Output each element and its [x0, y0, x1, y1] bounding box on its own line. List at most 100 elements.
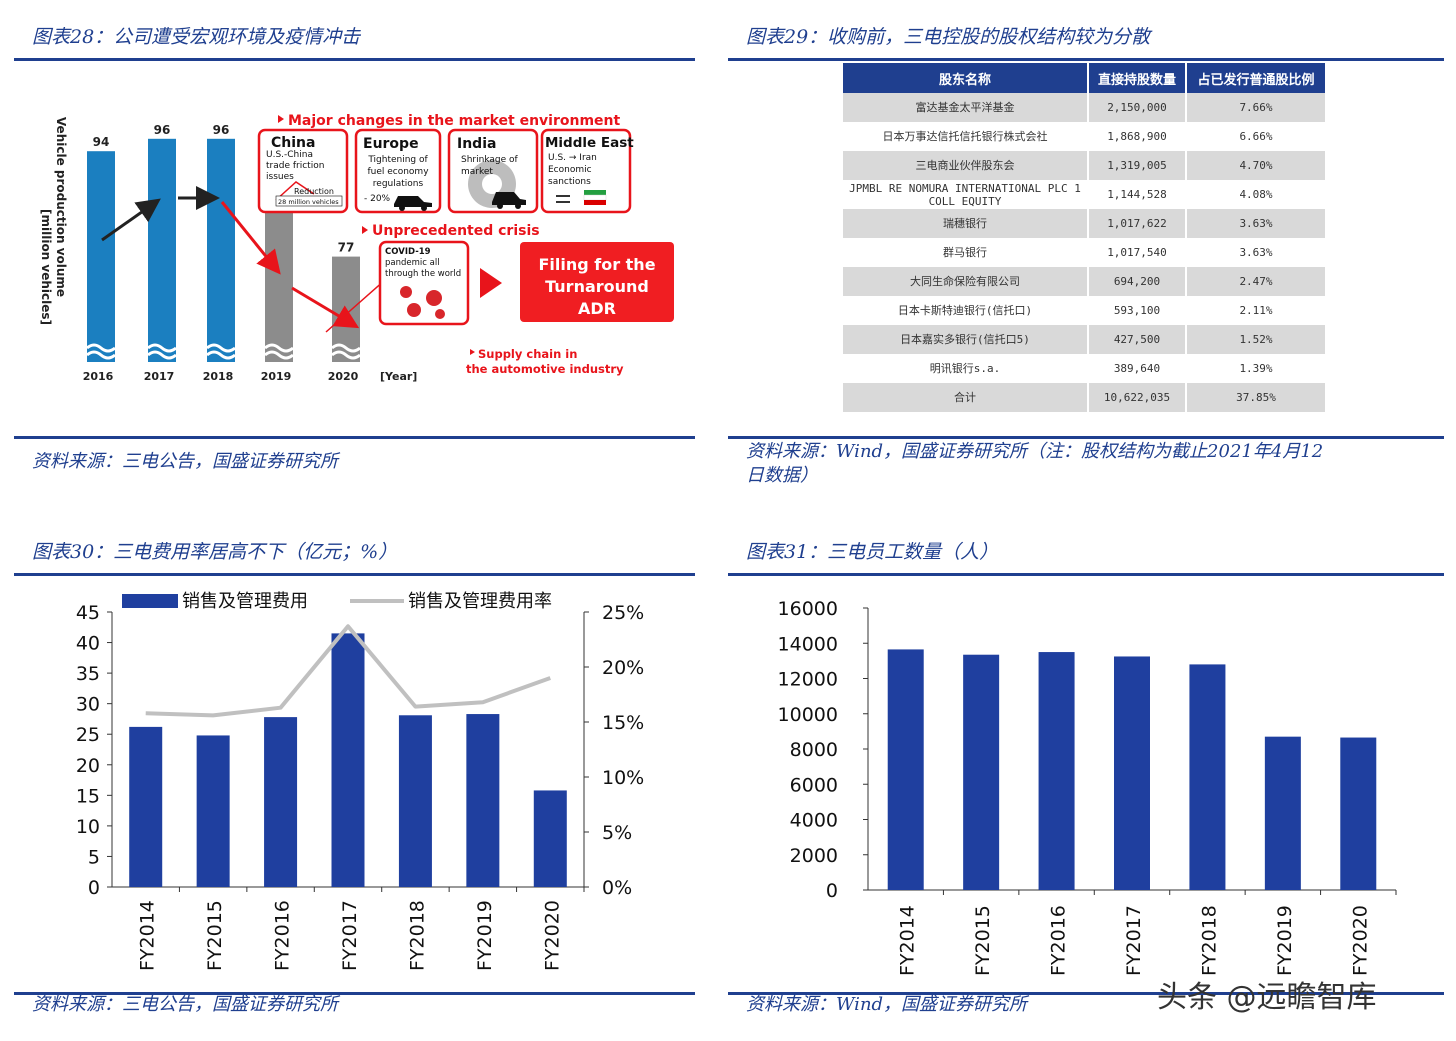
- p28-value-label: 94: [93, 135, 110, 149]
- employee-bar: [963, 654, 1000, 890]
- table-cell: 合计: [843, 383, 1089, 412]
- table-cell: 1.39%: [1186, 354, 1327, 383]
- p28-year-unit: [Year]: [380, 370, 417, 383]
- p28-year-label: 2016: [83, 370, 114, 383]
- p28-me-title: Middle East: [545, 135, 634, 151]
- p28-year-label: 2020: [328, 370, 359, 383]
- p28-filing-box: [520, 242, 674, 322]
- p28-year-label: 2017: [144, 370, 175, 383]
- p28-bullet2-icon: [362, 226, 368, 234]
- p28-ylabel-2: [million vehicles]: [39, 209, 53, 325]
- table-cell: 593,100: [1088, 296, 1187, 325]
- table-cell: 10,622,035: [1088, 383, 1187, 412]
- y2-tick-label: 0%: [602, 877, 632, 899]
- p28-me-arrows-icon: [556, 195, 570, 203]
- table-cell: 富达基金太平洋基金: [843, 93, 1089, 122]
- x-tick-label: FY2016: [1048, 905, 1070, 976]
- p28-value-label: 96: [213, 123, 230, 137]
- panel28-top-rule: [14, 58, 695, 61]
- p28-bar-break: [206, 350, 236, 360]
- table-cell: 2.11%: [1186, 296, 1327, 325]
- employee-bar: [887, 649, 924, 890]
- p28-bullet3-icon: [470, 349, 475, 355]
- y-tick-label: 8000: [790, 739, 838, 761]
- table-cell: 389,640: [1088, 354, 1187, 383]
- panel30-source: 资料来源：三电公告，国盛证券研究所: [32, 994, 338, 1015]
- p28-bar: [148, 138, 176, 362]
- p28-china-reduction2: 28 million vehicles: [278, 198, 339, 206]
- x-tick-label: FY2018: [406, 900, 428, 971]
- p28-value-label: 77: [338, 241, 355, 255]
- employee-bar: [1114, 656, 1150, 890]
- panel31-title: 图表31：三电员工数量（人）: [746, 541, 999, 563]
- y2-tick-label: 25%: [602, 602, 644, 624]
- p28-me-l2: Economic: [548, 165, 592, 175]
- y2-tick-label: 15%: [602, 712, 644, 734]
- table-cell: 1,017,622: [1088, 209, 1187, 238]
- panel30-title: 图表30：三电费用率居高不下（亿元；%）: [32, 541, 398, 563]
- watermark: 头条 @远瞻智库: [1157, 980, 1377, 1015]
- p28-covid-l3: through the world: [385, 269, 461, 279]
- p28-me-l1: U.S. → Iran: [548, 153, 597, 163]
- sga-bar: [129, 726, 163, 887]
- panel29-top-rule: [728, 58, 1444, 61]
- y-tick-label: 0: [826, 880, 838, 902]
- employee-bar: [1340, 737, 1377, 890]
- y-tick-label: 6000: [790, 774, 838, 796]
- p28-bar: [87, 151, 115, 362]
- table-cell: 瑞穗银行: [843, 209, 1089, 238]
- table-cell: 2.47%: [1186, 267, 1327, 296]
- y-tick-label: 25: [76, 724, 100, 746]
- y-tick-label: 5: [88, 846, 100, 868]
- p28-supply-l2: the automotive industry: [466, 362, 624, 376]
- table-cell: 4.08%: [1186, 180, 1327, 209]
- x-tick-label: FY2018: [1198, 905, 1220, 976]
- panel28-infographic: Vehicle production volume [million vehic…: [39, 113, 674, 383]
- table-cell: 427,500: [1088, 325, 1187, 354]
- table-row: 明讯银行s.a. 389,640 1.39%: [843, 354, 1327, 383]
- p28-arrow-right-icon: [480, 268, 502, 298]
- table-row: 群马银行 1,017,540 3.63%: [843, 238, 1327, 267]
- legend-bar-label: 销售及管理费用: [182, 591, 308, 612]
- x-tick-label: FY2015: [204, 900, 226, 971]
- y2-tick-label: 5%: [602, 822, 632, 844]
- p28-china-reduction: Reduction: [294, 187, 334, 196]
- y-tick-label: 2000: [790, 845, 838, 867]
- panel28-bottom-rule: [14, 436, 695, 439]
- y2-tick-label: 20%: [602, 657, 644, 679]
- p28-china-reduction-box: [275, 195, 343, 207]
- employee-bar: [1189, 664, 1226, 890]
- p28-bar-break: [86, 343, 116, 353]
- p28-bar-break: [147, 350, 177, 360]
- table-row: 瑞穗银行 1,017,622 3.63%: [843, 209, 1327, 238]
- p28-china-l3: issues: [266, 172, 294, 182]
- panel31-bottom-rule: [728, 992, 1444, 995]
- panel31-top-rule: [728, 573, 1444, 576]
- x-tick-label: FY2017: [339, 900, 361, 971]
- p28-arrow-up: [101, 198, 161, 242]
- p28-india-l1: Shrinkage of: [461, 155, 519, 165]
- p28-covid-l1: COVID-19: [385, 247, 431, 257]
- p28-europe-box: [354, 128, 442, 214]
- p28-ylabel-1: Vehicle production volume: [54, 117, 68, 297]
- table-cell: 1,319,005: [1088, 151, 1187, 180]
- p28-china-l2: trade friction: [266, 161, 324, 171]
- table-cell: 3.63%: [1186, 238, 1327, 267]
- y-tick-label: 14000: [778, 633, 838, 655]
- p28-europe-title: Europe: [363, 136, 419, 152]
- table-cell: 4.70%: [1186, 151, 1327, 180]
- p28-market-heading: Major changes in the market environment: [288, 113, 621, 129]
- p28-me-box: [540, 128, 632, 214]
- panel29-title: 图表29：收购前，三电控股的股权结构较为分散: [746, 26, 1151, 48]
- p28-year-label: 2019: [261, 370, 292, 383]
- employee-bar: [1038, 652, 1075, 890]
- table-cell: 6.66%: [1186, 122, 1327, 151]
- panel29-bottom-rule: [728, 436, 1444, 439]
- y-tick-label: 30: [76, 694, 100, 716]
- sga-rate-line: [145, 624, 551, 718]
- y-tick-label: 40: [76, 633, 100, 655]
- x-tick-label: FY2020: [541, 900, 563, 971]
- p28-crisis-heading: Unprecedented crisis: [372, 223, 540, 239]
- table-cell: 1,017,540: [1088, 238, 1187, 267]
- y-tick-label: 4000: [790, 810, 838, 832]
